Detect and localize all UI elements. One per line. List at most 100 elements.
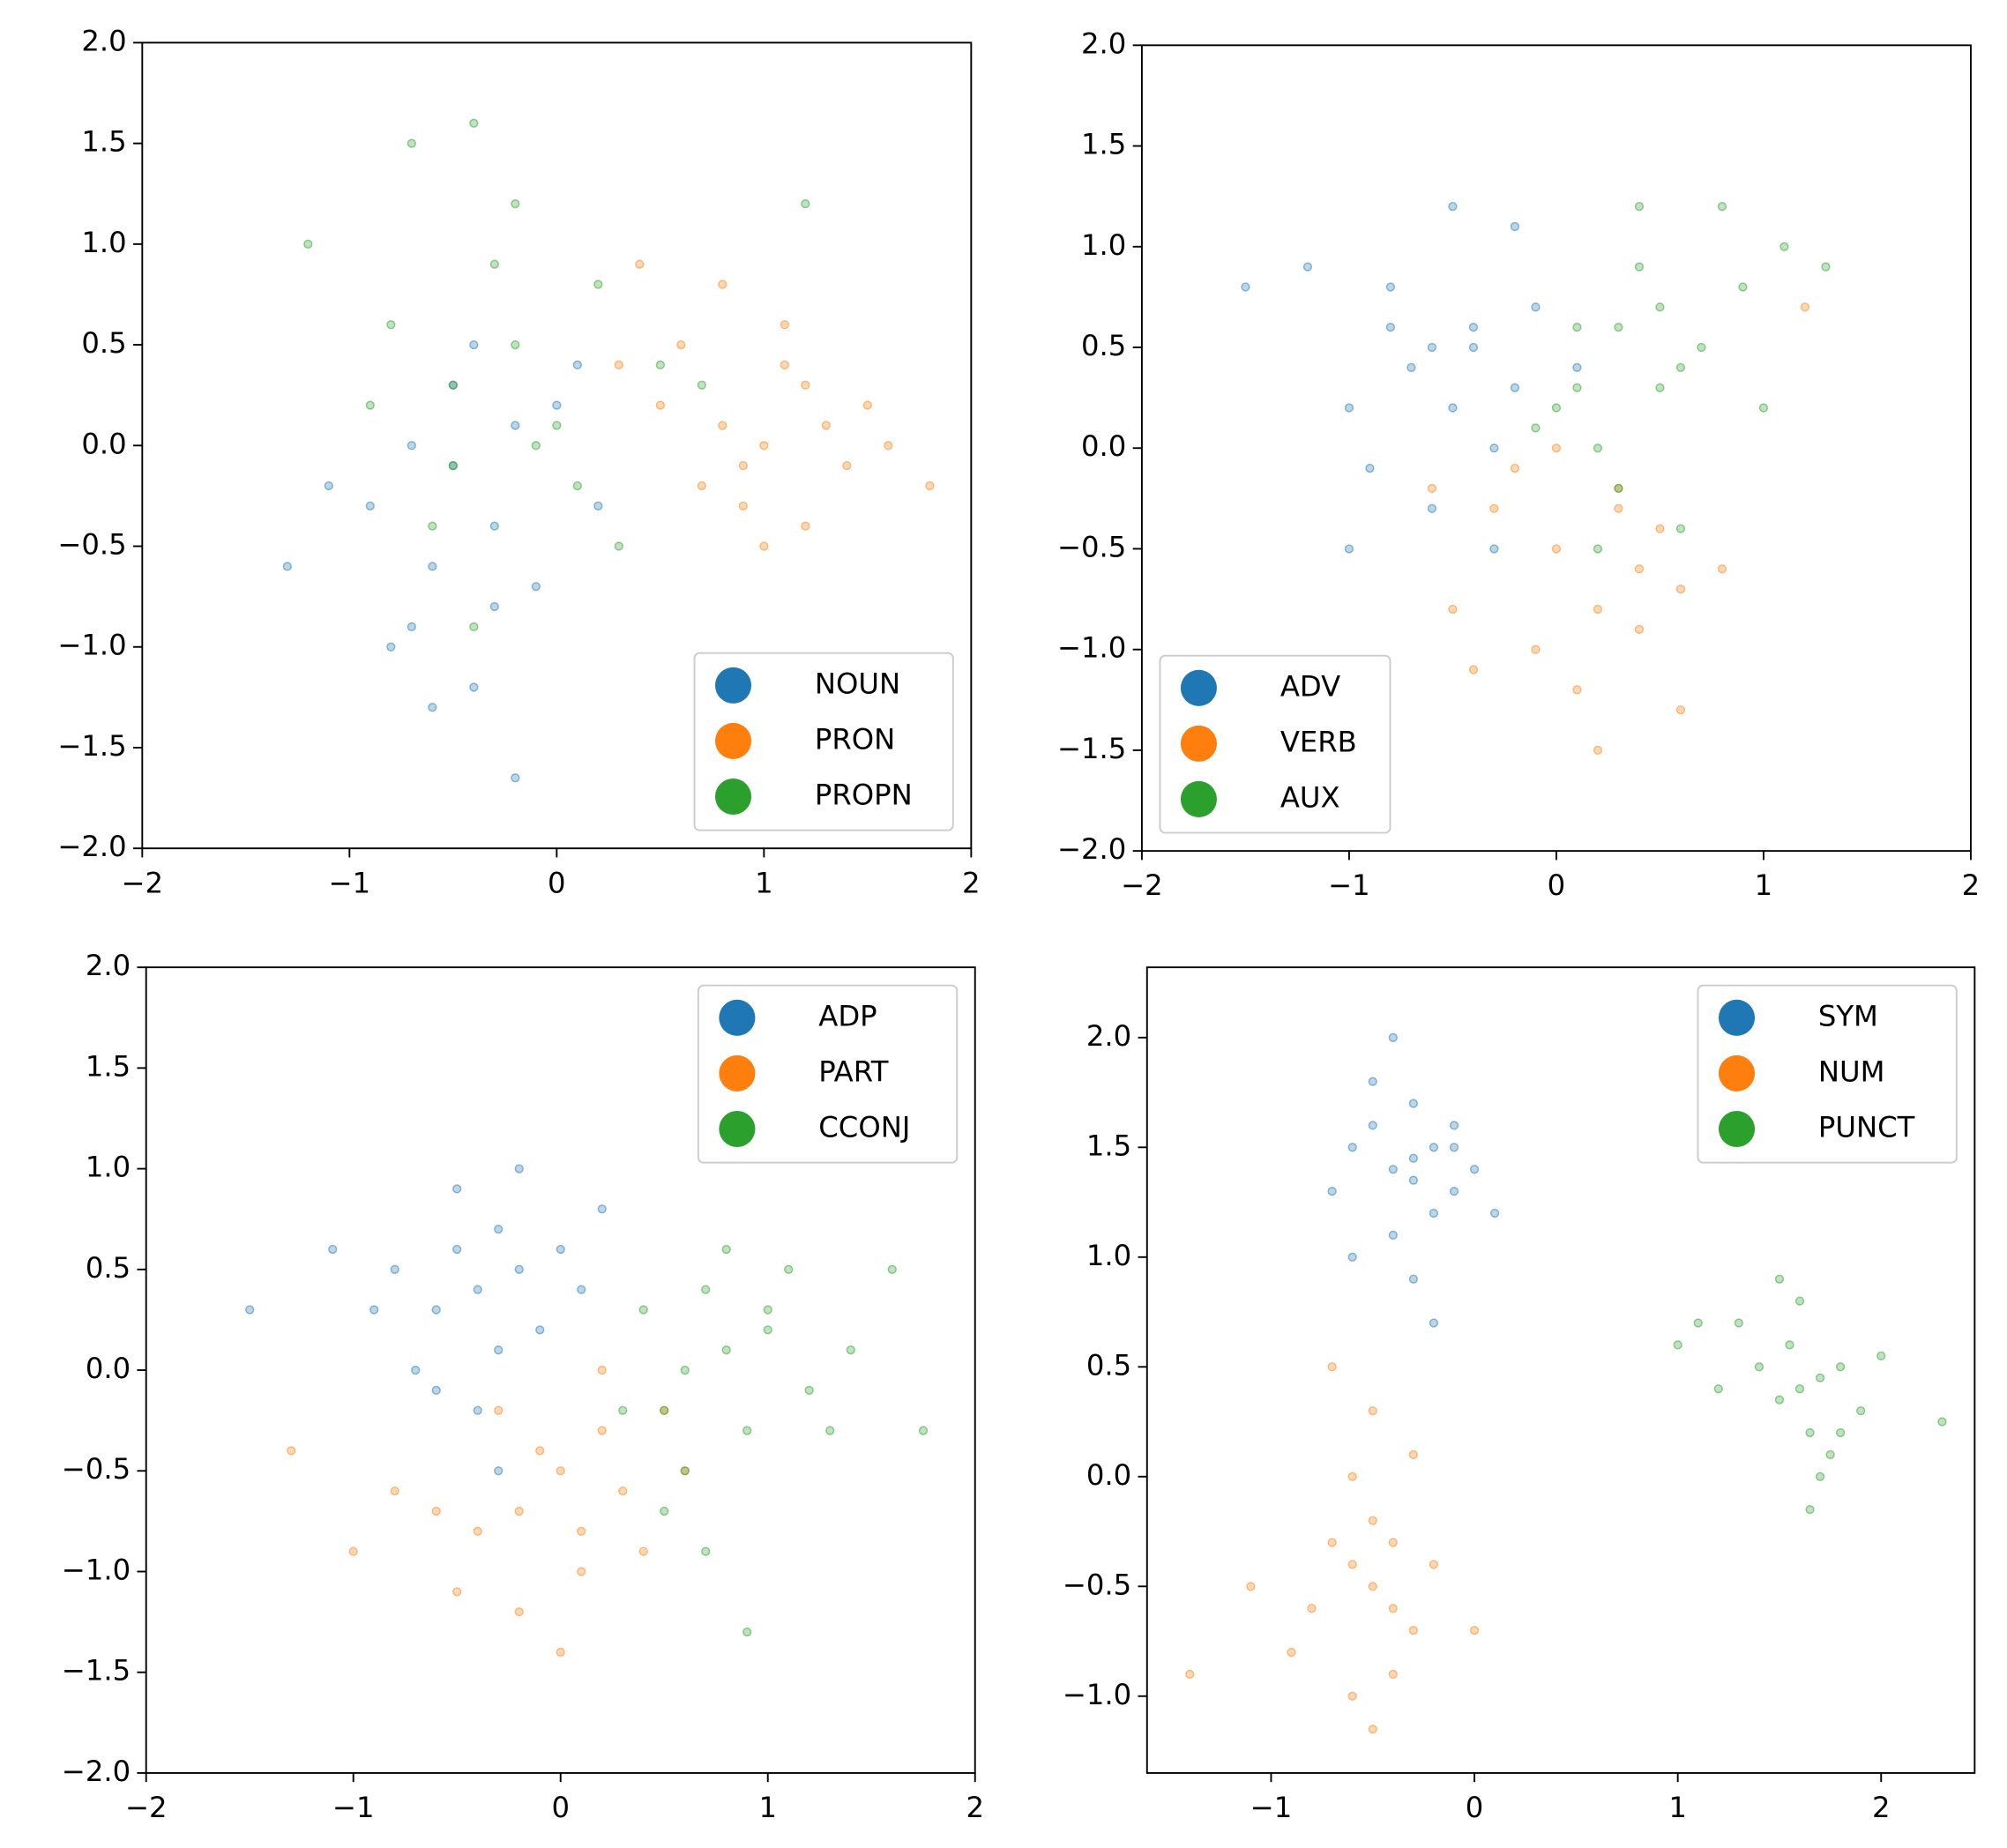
y-tick-label: −1.5 — [62, 1654, 131, 1688]
y-tick-label: −1.0 — [57, 629, 126, 662]
point — [1510, 383, 1520, 392]
point — [614, 541, 623, 551]
point — [680, 1365, 690, 1375]
point — [1388, 1604, 1398, 1613]
y-tick-label: −0.5 — [57, 528, 126, 562]
point — [1614, 323, 1623, 332]
point — [407, 441, 416, 451]
point — [494, 1405, 504, 1415]
legend-label: ADV — [1280, 669, 1340, 703]
point — [1805, 1427, 1815, 1438]
point — [1593, 544, 1603, 554]
point — [1713, 1384, 1723, 1394]
point — [1469, 1165, 1480, 1174]
legend-frame — [693, 652, 954, 831]
point — [1388, 1669, 1398, 1680]
point — [1593, 604, 1603, 615]
point — [1429, 1318, 1439, 1328]
point — [1531, 302, 1541, 312]
point — [473, 1405, 482, 1415]
point — [1805, 1505, 1815, 1515]
point — [597, 1365, 607, 1375]
point — [660, 1506, 669, 1516]
point — [1634, 624, 1645, 634]
point — [1246, 1582, 1256, 1591]
x-tick-label: 2 — [1962, 868, 1981, 902]
x-tick-label: −1 — [332, 1791, 375, 1824]
point — [469, 339, 479, 350]
point — [1510, 463, 1520, 473]
point — [428, 562, 437, 571]
point — [1551, 443, 1562, 453]
point — [303, 239, 313, 249]
point — [1717, 201, 1727, 212]
point — [597, 1426, 607, 1435]
y-tick-label: 0.0 — [1086, 1458, 1131, 1492]
point — [1675, 705, 1686, 715]
point — [531, 582, 541, 592]
point — [431, 1305, 441, 1315]
x-tick-label: 1 — [758, 1791, 777, 1824]
point — [469, 682, 479, 692]
point — [738, 461, 748, 471]
point — [801, 380, 810, 390]
point — [365, 400, 375, 410]
point — [514, 1506, 524, 1516]
point — [1429, 1560, 1439, 1569]
point — [759, 541, 769, 551]
legend-marker — [714, 778, 752, 816]
x-tick-label: 1 — [1668, 1791, 1687, 1824]
point — [1368, 1405, 1377, 1416]
y-tick-label: 0.5 — [86, 1251, 131, 1285]
point — [1344, 544, 1354, 554]
point — [1448, 403, 1458, 413]
point — [1365, 463, 1375, 473]
point — [1697, 342, 1706, 353]
point — [1448, 604, 1458, 615]
point — [918, 1426, 929, 1435]
point — [511, 421, 520, 430]
point — [511, 199, 520, 209]
legend-frame — [1159, 654, 1391, 834]
x-tick-label: −2 — [125, 1791, 168, 1824]
point — [1551, 403, 1562, 413]
point — [1675, 524, 1686, 533]
y-tick-label: −1.0 — [62, 1553, 131, 1586]
point — [369, 1305, 379, 1315]
point — [1675, 362, 1686, 372]
y-tick-label: −1.0 — [1063, 1678, 1131, 1711]
point — [1347, 1560, 1357, 1569]
point — [386, 642, 396, 652]
point — [1406, 362, 1416, 372]
point — [597, 1204, 607, 1214]
legend-marker — [1718, 1054, 1756, 1092]
legend-label: CCONJ — [818, 1110, 910, 1144]
point — [577, 1526, 586, 1536]
point — [1388, 1032, 1398, 1042]
point — [1836, 1362, 1846, 1372]
y-tick-label: 0.5 — [81, 326, 126, 360]
y-tick-label: −1.0 — [1057, 631, 1126, 665]
point — [1388, 1538, 1398, 1547]
point — [489, 601, 499, 612]
point — [804, 1385, 814, 1396]
point — [1408, 1175, 1419, 1185]
legend-marker — [1180, 780, 1217, 817]
point — [655, 400, 665, 410]
point — [1327, 1538, 1337, 1547]
point — [1673, 1340, 1682, 1350]
y-tick-label: 2.0 — [86, 949, 131, 982]
point — [697, 380, 706, 390]
y-tick-label: 1.0 — [86, 1151, 131, 1184]
legend-label: PROPN — [815, 779, 913, 812]
x-tick-label: −2 — [1121, 868, 1163, 902]
point — [1408, 1153, 1419, 1163]
y-tick-label: −1.5 — [1057, 732, 1126, 765]
legend-label: ADP — [818, 999, 877, 1032]
x-tick-label: 0 — [551, 1791, 570, 1824]
x-tick-label: 1 — [1755, 868, 1773, 902]
legend-label: PUNCT — [1818, 1110, 1915, 1144]
point — [1572, 685, 1582, 695]
y-tick-label: −2.0 — [1057, 832, 1126, 866]
point — [469, 118, 479, 128]
